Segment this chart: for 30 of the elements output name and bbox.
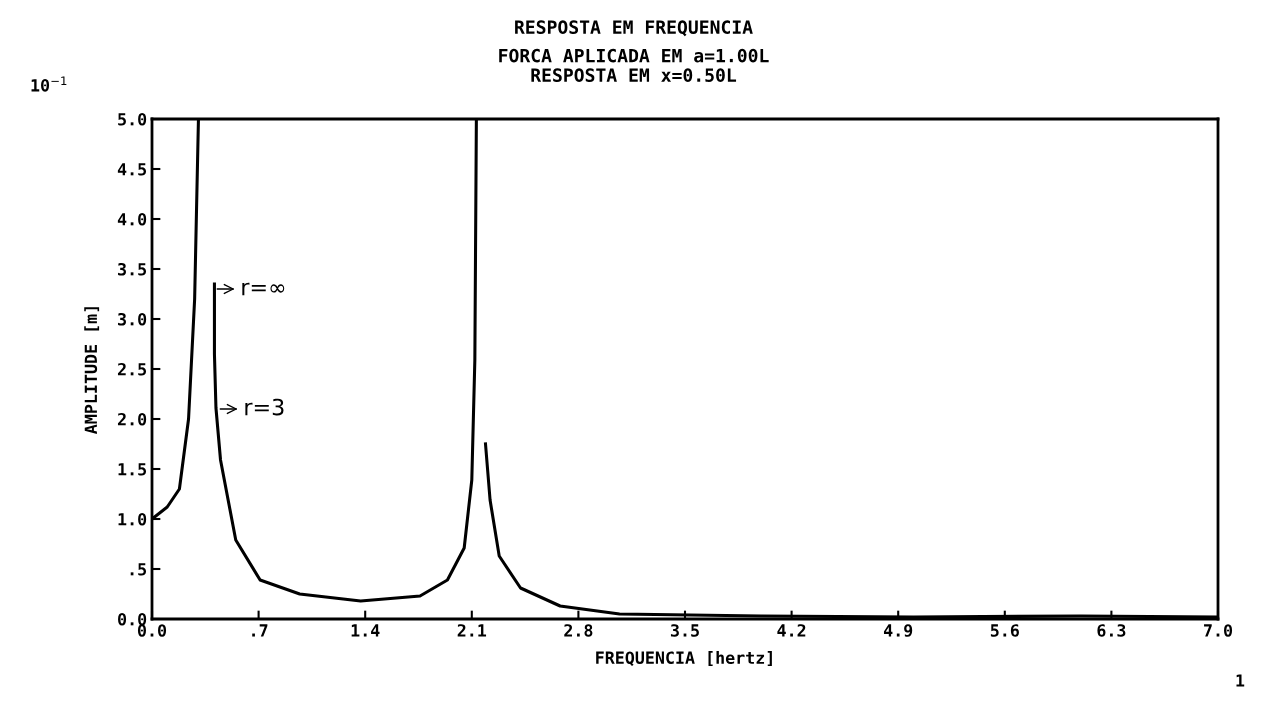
y-tick-label: 3.5 xyxy=(118,262,147,276)
x-tick-label: 4.9 xyxy=(883,624,913,637)
y-tick-label: 5.0 xyxy=(118,112,147,126)
y-tick-label: .5 xyxy=(130,563,147,576)
annotation: r=∞ xyxy=(242,282,285,296)
text: 10$^{−1}$ xyxy=(31,76,67,92)
x-axis-title: FREQUENCIA [hertz] xyxy=(596,651,772,667)
y-tick-label: 4.5 xyxy=(117,163,147,176)
y-axis-title: AMPLITUDE [m] xyxy=(84,307,100,434)
y-tick-label: 1.5 xyxy=(118,463,147,476)
x-tick-label: 5.6 xyxy=(990,624,1019,637)
chart-subtitle: RESPOSTA EM x=0.50L xyxy=(531,68,737,82)
y-tick-label: 2.0 xyxy=(117,412,147,426)
x-tick-label: 2.1 xyxy=(457,624,487,637)
y-tick-label: 0.0 xyxy=(118,612,147,626)
x-tick-label: 6.3 xyxy=(1097,624,1126,637)
y-tick-label: 1.0 xyxy=(118,512,147,526)
y-tick-label: 4.0 xyxy=(117,212,147,226)
chart-title: RESPOSTA EM FREQUENCIA FORCA APLICADA EM a=1.00L xyxy=(499,20,769,63)
y-tick-label: 2.5 xyxy=(117,362,147,376)
x-tick-label: 7.0 xyxy=(1204,624,1233,637)
x-tick-label: 1.4 xyxy=(351,624,380,637)
y-tick-label: 3.0 xyxy=(118,312,147,326)
annotation: r=3 xyxy=(245,398,284,416)
x-tick-label: 3.5 xyxy=(670,624,699,637)
text: 1 xyxy=(1236,674,1245,687)
x-tick-label: .7 xyxy=(252,624,268,637)
x-tick-label: 2.8 xyxy=(564,624,593,637)
x-tick-label: 4.2 xyxy=(777,624,806,637)
x-tick-label: 0.0 xyxy=(137,624,167,637)
